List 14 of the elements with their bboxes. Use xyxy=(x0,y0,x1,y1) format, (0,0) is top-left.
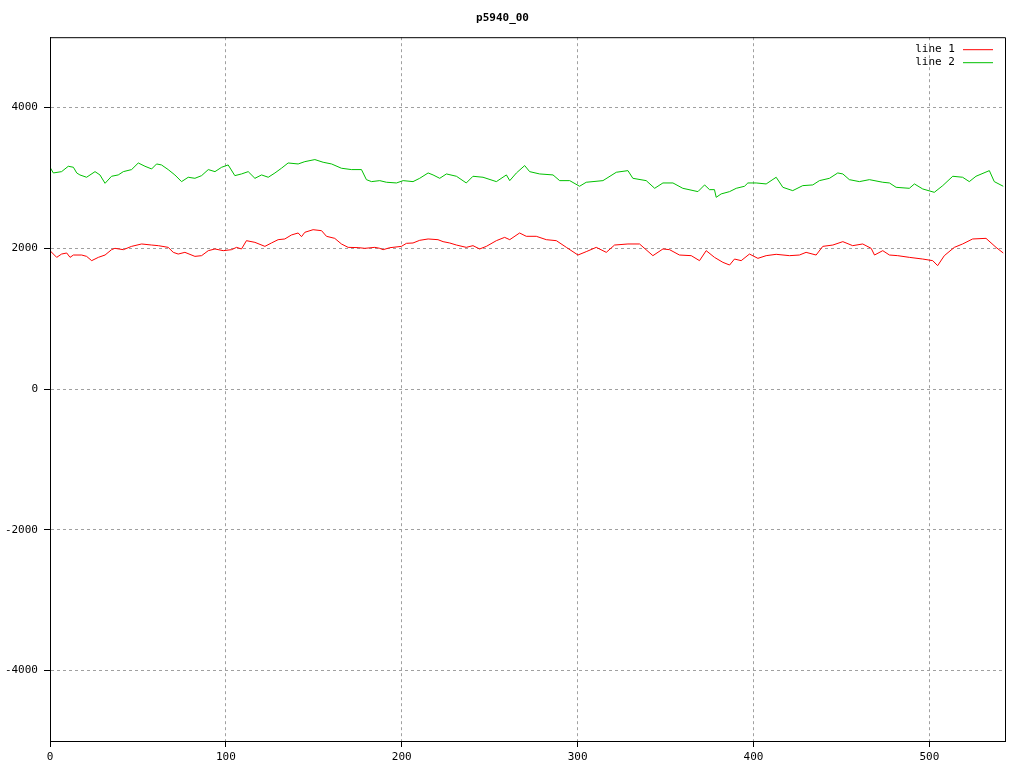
y-tick-label: 4000 xyxy=(11,100,38,114)
x-tick-label: 300 xyxy=(567,750,588,764)
x-tick-label: 100 xyxy=(215,750,236,764)
y-tick-label: -4000 xyxy=(4,663,38,677)
y-tick-label: 2000 xyxy=(11,241,38,255)
x-tick-label: 400 xyxy=(743,750,764,764)
y-tick-label: 0 xyxy=(31,381,38,395)
legend-label: line 1 xyxy=(915,42,955,56)
x-tick-label: 200 xyxy=(391,750,412,764)
x-tick-label: 500 xyxy=(919,750,940,764)
y-tick-label: -2000 xyxy=(4,522,38,536)
legend-label: line 2 xyxy=(915,55,955,69)
chart-title: p5940_00 xyxy=(476,11,529,25)
x-tick-label: 0 xyxy=(46,750,54,764)
